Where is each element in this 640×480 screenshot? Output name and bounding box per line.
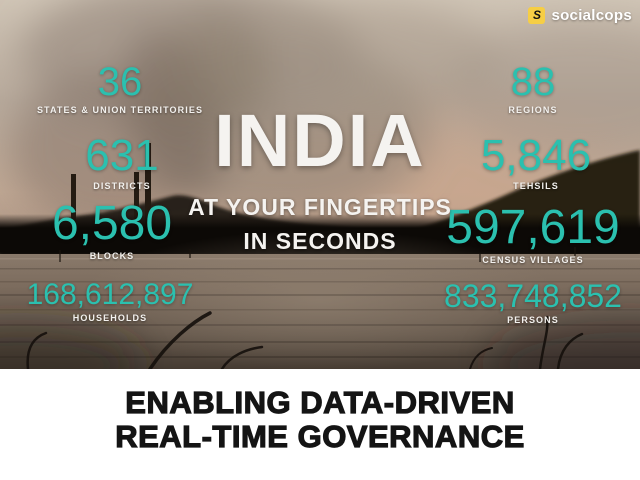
stat-tehsils-label: TEHSILS <box>513 181 559 191</box>
background-photo <box>0 0 640 369</box>
stat-tehsils-value: 5,846 <box>480 131 592 180</box>
stat-districts: 631 DISTRICTS <box>85 131 159 192</box>
stat-regions: 88 REGIONS <box>508 62 557 115</box>
stat-persons: 833,748,852 PERSONS <box>444 280 622 325</box>
stat-tehsils: 5,846 TEHSILS <box>480 131 592 192</box>
stat-census-villages-value: 597,619 <box>446 201 620 254</box>
stat-regions-value: 88 <box>510 60 556 104</box>
hero-title: INDIA <box>214 99 426 182</box>
stat-households-label: HOUSEHOLDS <box>72 313 148 323</box>
stat-states-value: 36 <box>97 60 143 104</box>
hero-subtitle-2: IN SECONDS <box>243 228 397 254</box>
stat-households: 168,612,897 HOUSEHOLDS <box>26 278 194 324</box>
brand-logo: S socialcops <box>528 7 632 24</box>
footer-line-1: ENABLING DATA-DRIVEN <box>125 385 515 420</box>
stat-census-villages-label: CENSUS VILLAGES <box>482 255 584 265</box>
stat-persons-value: 833,748,852 <box>444 278 622 314</box>
stat-blocks: 6,580 BLOCKS <box>51 197 173 262</box>
industrial-landscape-art <box>0 0 640 369</box>
stat-blocks-value: 6,580 <box>51 197 173 250</box>
stat-districts-value: 631 <box>85 131 159 180</box>
stat-persons-label: PERSONS <box>507 315 559 325</box>
hero-block: INDIA AT YOUR FINGERTIPS IN SECONDS <box>188 104 452 255</box>
footer-line-2: REAL-TIME GOVERNANCE <box>115 419 525 454</box>
stat-states-label: STATES & UNION TERRITORIES <box>36 105 204 115</box>
stat-blocks-label: BLOCKS <box>89 251 135 261</box>
stat-households-value: 168,612,897 <box>26 278 194 311</box>
brand-name: socialcops <box>551 7 632 24</box>
footer-band: ENABLING DATA-DRIVEN REAL-TIME GOVERNANC… <box>0 369 640 480</box>
brand-mark-icon: S <box>528 7 546 24</box>
stat-census-villages: 597,619 CENSUS VILLAGES <box>446 201 620 266</box>
stat-districts-label: DISTRICTS <box>93 181 151 191</box>
hero-subtitle-1: AT YOUR FINGERTIPS <box>188 194 452 220</box>
stat-states: 36 STATES & UNION TERRITORIES <box>37 62 203 115</box>
stat-regions-label: REGIONS <box>508 105 558 115</box>
